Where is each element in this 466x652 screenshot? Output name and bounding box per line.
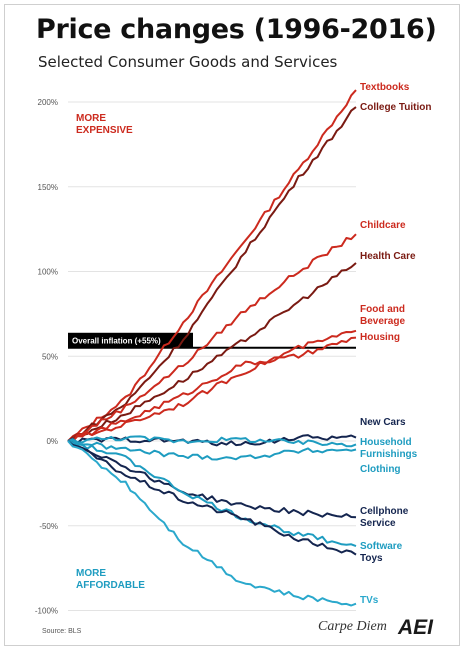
series-line-toys [67,440,357,556]
series-label: Household Furnishings [360,437,418,460]
y-tick-label: 50% [42,352,58,361]
series-line-tvs [67,440,357,607]
series-line-new-cars [67,434,357,447]
more-expensive-note: MORE EXPENSIVE [76,113,133,136]
series-label: Clothing [360,464,401,475]
series-label: Food and Beverage [360,304,405,327]
series-label: TVs [360,595,379,606]
aei-logo: AEI [397,616,434,638]
series-line-household-furnishings [67,435,357,448]
series-label: Housing [360,332,400,343]
aei-logo-text: AEI [397,616,434,638]
series-line-childcare [67,233,357,442]
series-line-cellphone-service [67,440,357,519]
y-tick-label: -50% [39,522,58,531]
series-line-textbooks [67,89,357,442]
series-line-housing [67,336,357,443]
series-label: New Cars [360,417,406,428]
series-line-software [67,440,357,548]
y-tick-label: 150% [38,183,58,192]
y-tick-label: 100% [38,268,58,277]
source-note: Source: BLS [42,628,82,635]
series-label: Childcare [360,220,406,231]
y-tick-label: 0% [46,437,58,446]
series-line-college-tuition [67,106,357,442]
series-line-food-and-beverage [67,329,357,443]
brand-name: Carpe Diem [318,619,387,634]
y-tick-label: 200% [38,98,58,107]
series-label: Software [360,541,403,552]
series-label: Toys [360,553,383,564]
chart-subtitle: Selected Consumer Goods and Services [38,53,338,71]
series-label: Health Care [360,251,416,262]
series-label: Cellphone Service [360,506,409,529]
chart-title: Price changes (1996-2016) [36,14,437,45]
series-label: College Tuition [360,102,431,113]
inflation-label: Overall inflation (+55%) [72,336,161,345]
series-label: Textbooks [360,82,410,93]
series-line-clothing [67,439,357,461]
inflation-label-box [68,332,193,348]
more-affordable-note: MORE AFFORDABLE [76,568,145,591]
series-line-health-care [67,262,357,442]
y-tick-label: -100% [35,607,58,616]
